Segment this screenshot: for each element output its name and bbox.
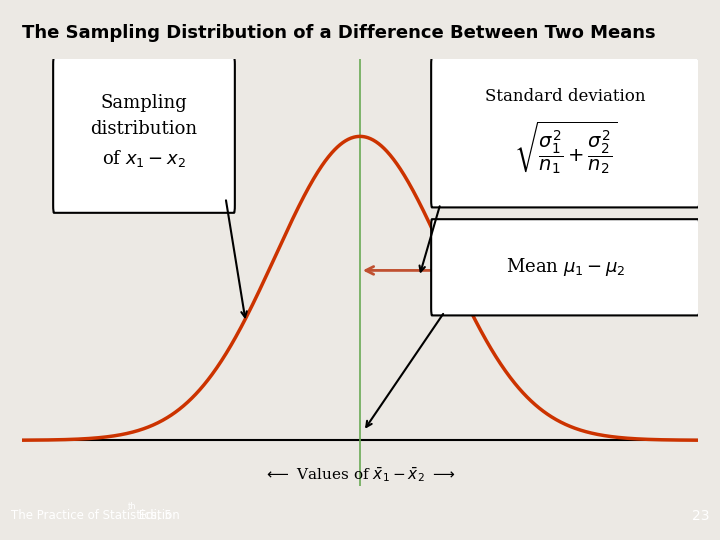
- Text: $\sqrt{\dfrac{\sigma_1^2}{n_1} + \dfrac{\sigma_2^2}{n_2}}$: $\sqrt{\dfrac{\sigma_1^2}{n_1} + \dfrac{…: [513, 120, 617, 177]
- Text: Sampling
distribution
of $x_1 - x_2$: Sampling distribution of $x_1 - x_2$: [91, 94, 197, 168]
- Text: Standard deviation: Standard deviation: [485, 87, 645, 105]
- Text: The Practice of Statistics, 5: The Practice of Statistics, 5: [11, 509, 171, 522]
- Text: Mean $\mu_1-\mu_2$: Mean $\mu_1-\mu_2$: [505, 256, 625, 278]
- Text: 23: 23: [692, 509, 709, 523]
- FancyBboxPatch shape: [53, 57, 235, 213]
- FancyBboxPatch shape: [431, 57, 699, 207]
- Text: $\longleftarrow$ Values of $\bar{x}_1 - \bar{x}_2$ $\longrightarrow$: $\longleftarrow$ Values of $\bar{x}_1 - …: [264, 465, 456, 484]
- Text: The Sampling Distribution of a Difference Between Two Means: The Sampling Distribution of a Differenc…: [22, 24, 655, 42]
- Text: th: th: [128, 502, 137, 511]
- FancyBboxPatch shape: [431, 219, 699, 315]
- Text: Edition: Edition: [135, 509, 180, 522]
